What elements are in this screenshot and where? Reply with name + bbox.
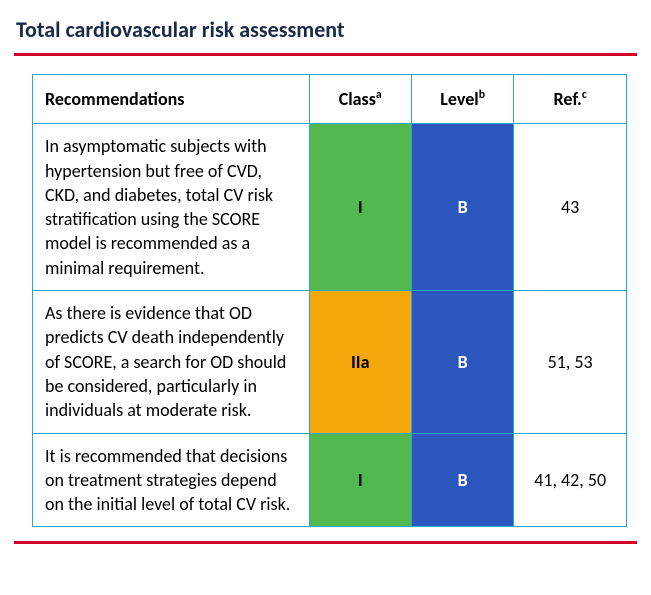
- recommendations-table: Recommendations Classa Levelb Ref.c In a…: [32, 74, 627, 527]
- col-header-label: Ref.: [554, 88, 582, 110]
- rule-bottom: [14, 541, 637, 544]
- col-header-recommendations: Recommendations: [33, 75, 310, 124]
- table-row: In asymptomatic subjects with hypertensi…: [33, 124, 627, 291]
- cell-recommendation: As there is evidence that OD predicts CV…: [33, 291, 310, 433]
- col-header-label: Level: [440, 88, 478, 110]
- col-header-label: Class: [339, 88, 376, 110]
- col-header-sup: a: [376, 88, 382, 102]
- page-title: Total cardiovascular risk assessment: [14, 12, 637, 53]
- cell-level: B: [411, 124, 513, 291]
- col-header-ref: Ref.c: [514, 75, 627, 124]
- cell-level: B: [411, 433, 513, 527]
- table-row: As there is evidence that OD predicts CV…: [33, 291, 627, 433]
- cell-class: I: [309, 124, 411, 291]
- table-body: In asymptomatic subjects with hypertensi…: [33, 124, 627, 527]
- rule-top: [14, 53, 637, 56]
- cell-ref: 41, 42, 50: [514, 433, 627, 527]
- col-header-sup: b: [479, 88, 485, 102]
- cell-class: IIa: [309, 291, 411, 433]
- table-header-row: Recommendations Classa Levelb Ref.c: [33, 75, 627, 124]
- col-header-label: Recommendations: [45, 88, 185, 110]
- cell-recommendation: In asymptomatic subjects with hypertensi…: [33, 124, 310, 291]
- col-header-sup: c: [582, 88, 587, 102]
- cell-class: I: [309, 433, 411, 527]
- col-header-level: Levelb: [411, 75, 513, 124]
- cell-ref: 51, 53: [514, 291, 627, 433]
- cell-recommendation: It is recommended that decisions on trea…: [33, 433, 310, 527]
- cell-ref: 43: [514, 124, 627, 291]
- col-header-class: Classa: [309, 75, 411, 124]
- cell-level: B: [411, 291, 513, 433]
- table-row: It is recommended that decisions on trea…: [33, 433, 627, 527]
